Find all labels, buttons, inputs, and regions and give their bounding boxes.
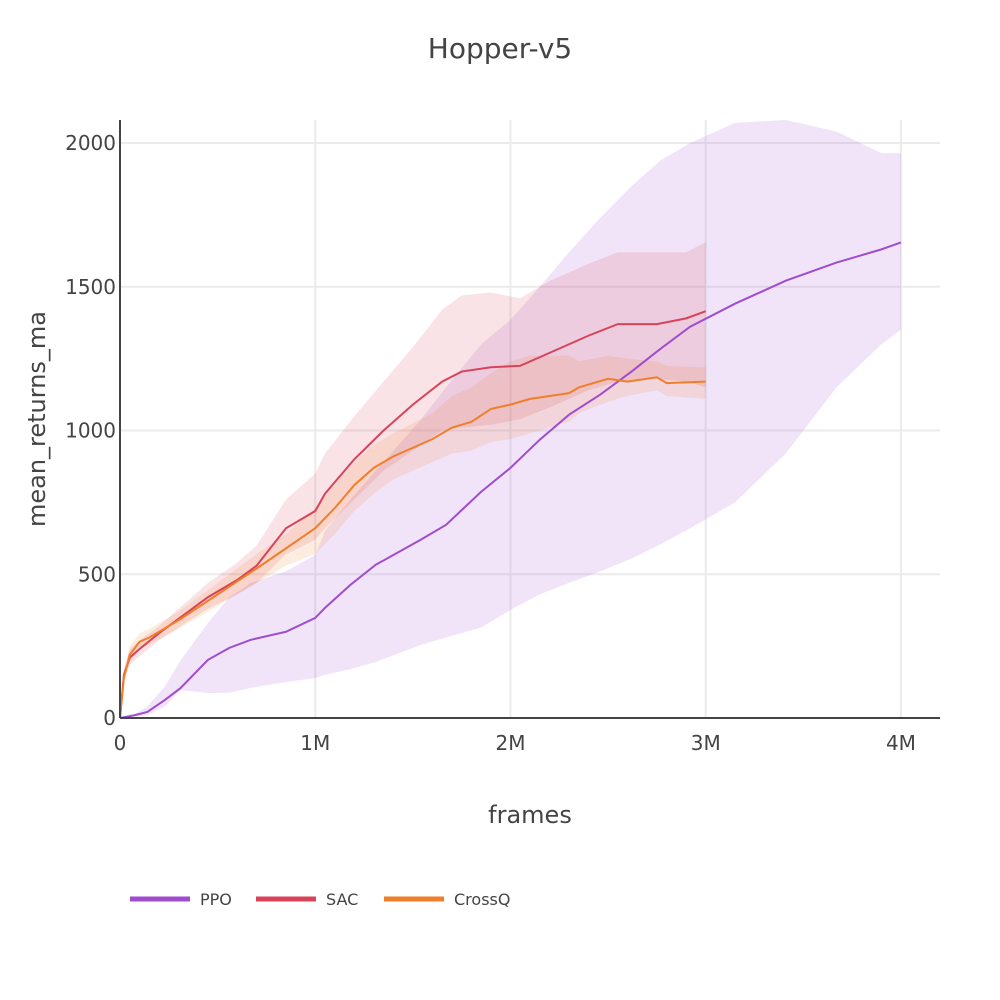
- line-ppo: [119, 241, 902, 719]
- x-tick-label: 4M: [886, 731, 916, 755]
- band-ppo: [120, 120, 901, 718]
- x-tick-label: 1M: [300, 731, 330, 755]
- legend: PPO SAC CrossQ: [130, 890, 510, 909]
- lines: [119, 241, 902, 719]
- y-tick-label: 500: [78, 562, 116, 586]
- legend-label-sac: SAC: [326, 890, 358, 909]
- bands: [120, 120, 901, 718]
- band-sac: [120, 242, 706, 718]
- x-tick-label: 3M: [691, 731, 721, 755]
- axes: 0 1M 2M 3M 4M 0 500 1000 1500 2000: [65, 120, 940, 755]
- line-sac: [119, 310, 707, 719]
- legend-label-ppo: PPO: [200, 890, 232, 909]
- x-tick-label: 2M: [495, 731, 525, 755]
- y-tick-label: 0: [103, 706, 116, 730]
- x-axis-label: frames: [488, 801, 572, 829]
- x-tick-label: 0: [114, 731, 127, 755]
- y-tick-label: 1500: [65, 275, 116, 299]
- legend-label-crossq: CrossQ: [454, 890, 510, 909]
- band-crossq: [120, 355, 706, 718]
- chart-title: Hopper-v5: [428, 32, 572, 65]
- line-crossq: [119, 376, 706, 719]
- y-tick-label: 2000: [65, 131, 116, 155]
- y-axis-label: mean_returns_ma: [23, 311, 51, 527]
- grid: [120, 120, 940, 718]
- y-tick-label: 1000: [65, 419, 116, 443]
